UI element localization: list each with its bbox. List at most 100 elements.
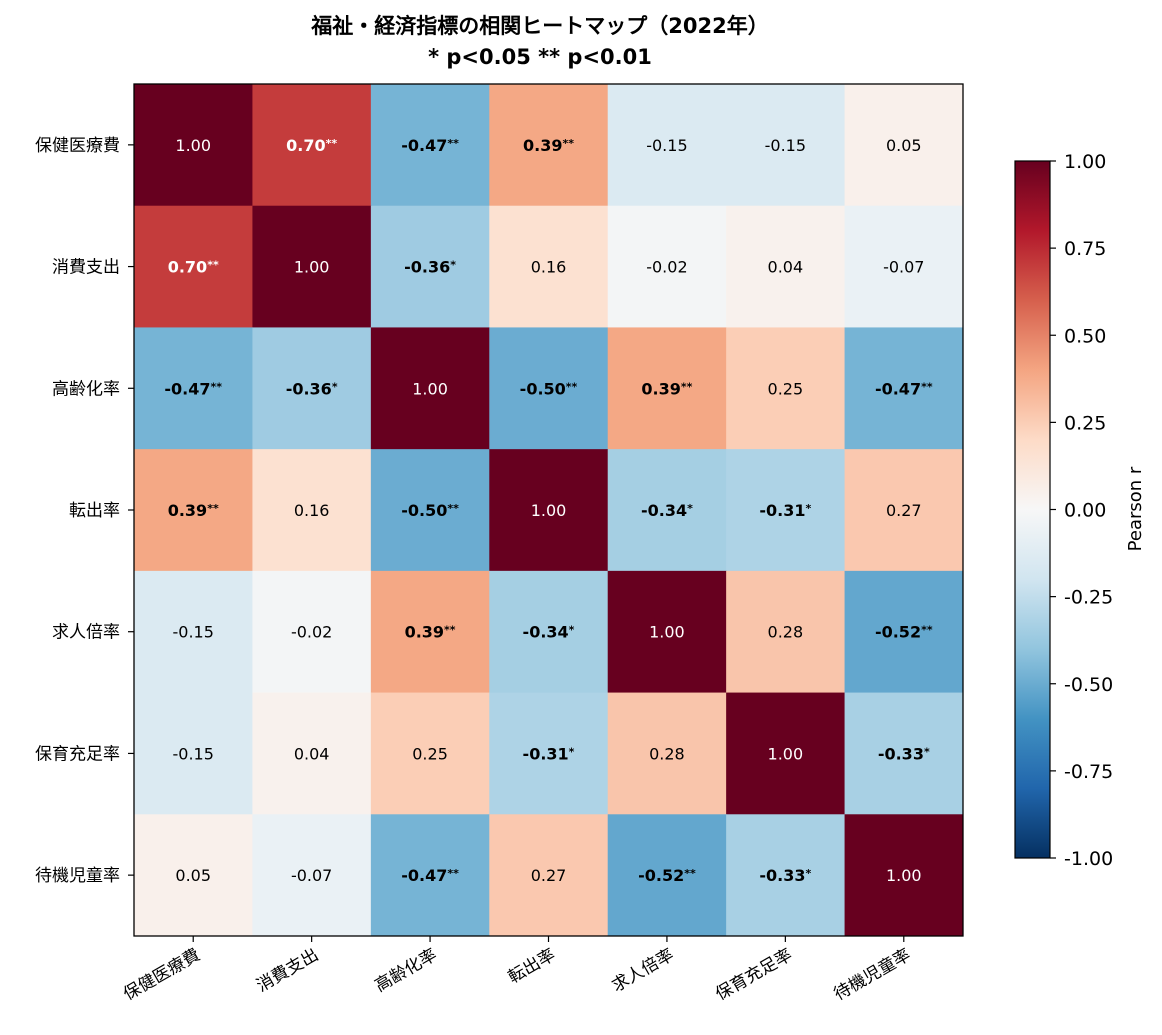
heatmap-cell [252, 84, 372, 207]
cell-value-label: 0.28 [768, 623, 804, 642]
x-tick-label: 待機児童率 [831, 945, 915, 1005]
cell-value-label: 0.27 [886, 501, 922, 520]
cell-value-label: 1.00 [886, 866, 922, 885]
heatmap-cell [607, 570, 727, 694]
y-tick-label: 保健医療費 [35, 136, 120, 156]
x-tick-label: 転出率 [505, 945, 559, 988]
colorbar-tick-label: -0.75 [1064, 761, 1113, 783]
heatmap-cell [489, 692, 609, 815]
heatmap-cell-labels: 1.00 0.70** -0.47** 0.39** -0.15 -0.15 0.05 0.7… [164, 136, 932, 885]
heatmap-cell [726, 205, 846, 328]
cell-value-label: -0.50** [520, 379, 578, 398]
cell-value-label: 0.39** [641, 379, 692, 398]
heatmap-cell [607, 814, 727, 937]
cell-value-label: 1.00 [294, 258, 330, 277]
heatmap-cell [489, 205, 609, 328]
heatmap-cell [607, 449, 727, 572]
heatmap-cell [252, 327, 372, 450]
cell-value-label: 0.70** [286, 136, 337, 155]
heatmap-cell [370, 449, 490, 572]
heatmap-cell [489, 449, 609, 572]
cell-value-label: -0.02 [646, 258, 687, 277]
heatmap-cell [489, 327, 609, 450]
cell-value-label: 1.00 [175, 136, 211, 155]
cell-value-label: -0.15 [646, 136, 687, 155]
heatmap-cell [370, 814, 490, 937]
cell-value-label: -0.07 [291, 866, 332, 885]
cell-value-label: -0.34* [523, 623, 575, 642]
cell-value-label: -0.52** [638, 866, 696, 885]
heatmap-cell [134, 327, 253, 450]
x-tick-label: 保育充足率 [712, 945, 796, 1005]
cell-value-label: 0.25 [412, 744, 448, 763]
heatmap-cell [134, 814, 253, 937]
colorbar-tick-label: 0.50 [1064, 325, 1106, 347]
heatmap-cells [134, 84, 964, 937]
cell-value-label: 0.05 [175, 866, 211, 885]
cell-value-label: 0.04 [768, 258, 804, 277]
cell-value-label: -0.47** [875, 379, 933, 398]
y-tick-label: 求人倍率 [52, 623, 120, 643]
heatmap-cell [726, 814, 846, 937]
x-tick-label: 高齢化率 [372, 945, 441, 996]
heatmap-cell [134, 692, 253, 815]
cell-value-label: -0.36* [286, 379, 338, 398]
cell-value-label: -0.50** [401, 501, 459, 520]
heatmap-cell [370, 570, 490, 694]
cell-value-label: -0.33* [878, 744, 930, 763]
cell-value-label: 0.39** [168, 501, 219, 520]
cell-value-label: -0.47** [401, 866, 459, 885]
heatmap-cell [252, 205, 372, 328]
cell-value-label: 0.04 [294, 744, 330, 763]
cell-value-label: 0.27 [531, 866, 567, 885]
colorbar-tick-label: -1.00 [1064, 848, 1113, 870]
heatmap-cell [252, 449, 372, 572]
colorbar-ticks: 1.00 0.75 0.50 0.25 0.00 -0.25 -0.50 -0.75 -1.00 [1050, 151, 1113, 870]
heatmap-cell [252, 570, 372, 694]
heatmap-cell [134, 449, 253, 572]
heatmap-cell [607, 327, 727, 450]
cell-value-label: 0.28 [649, 744, 685, 763]
heatmap-cell [370, 327, 490, 450]
cell-value-label: 1.00 [649, 623, 685, 642]
heatmap-cell [607, 84, 727, 207]
heatmap-cell [726, 449, 846, 572]
colorbar-tick-label: -0.25 [1064, 587, 1113, 609]
x-tick-label: 求人倍率 [609, 945, 678, 996]
heatmap-cell [844, 327, 964, 450]
cell-value-label: 0.39** [405, 623, 456, 642]
x-tick-label: 消費支出 [253, 945, 322, 996]
heatmap-cell [844, 205, 964, 328]
heatmap-cell [370, 692, 490, 815]
heatmap-cell [607, 692, 727, 815]
cell-value-label: 0.16 [294, 501, 330, 520]
cell-value-label: 0.16 [531, 258, 567, 277]
heatmap-cell [844, 570, 964, 694]
heatmap-cell [726, 692, 846, 815]
cell-value-label: 1.00 [768, 744, 804, 763]
cell-value-label: -0.52** [875, 623, 933, 642]
y-tick-label: 消費支出 [52, 258, 120, 278]
cell-value-label: -0.31* [523, 744, 575, 763]
cell-value-label: 1.00 [531, 501, 567, 520]
cell-value-label: -0.02 [291, 623, 332, 642]
colorbar-gradient [1014, 160, 1051, 859]
colorbar-tick-label: 0.75 [1064, 238, 1106, 260]
cell-value-label: 0.05 [886, 136, 922, 155]
x-tick-label: 保健医療費 [120, 945, 204, 1005]
cell-value-label: -0.15 [173, 744, 214, 763]
heatmap-cell [726, 570, 846, 694]
colorbar-tick-label: -0.50 [1064, 674, 1113, 696]
y-tick-label: 待機児童率 [35, 866, 120, 886]
heatmap-cell [370, 84, 490, 207]
heatmap-cell [134, 205, 253, 328]
heatmap-cell [489, 814, 609, 937]
heatmap-cell [489, 84, 609, 207]
heatmap-cell [726, 84, 846, 207]
x-axis: 保健医療費 消費支出 高齢化率 転出率 求人倍率 保育充足率 待機児童率 [120, 936, 914, 1005]
heatmap-cell [370, 205, 490, 328]
chart-subtitle: * p<0.05 ** p<0.01 [428, 45, 652, 69]
cell-value-label: -0.15 [765, 136, 806, 155]
